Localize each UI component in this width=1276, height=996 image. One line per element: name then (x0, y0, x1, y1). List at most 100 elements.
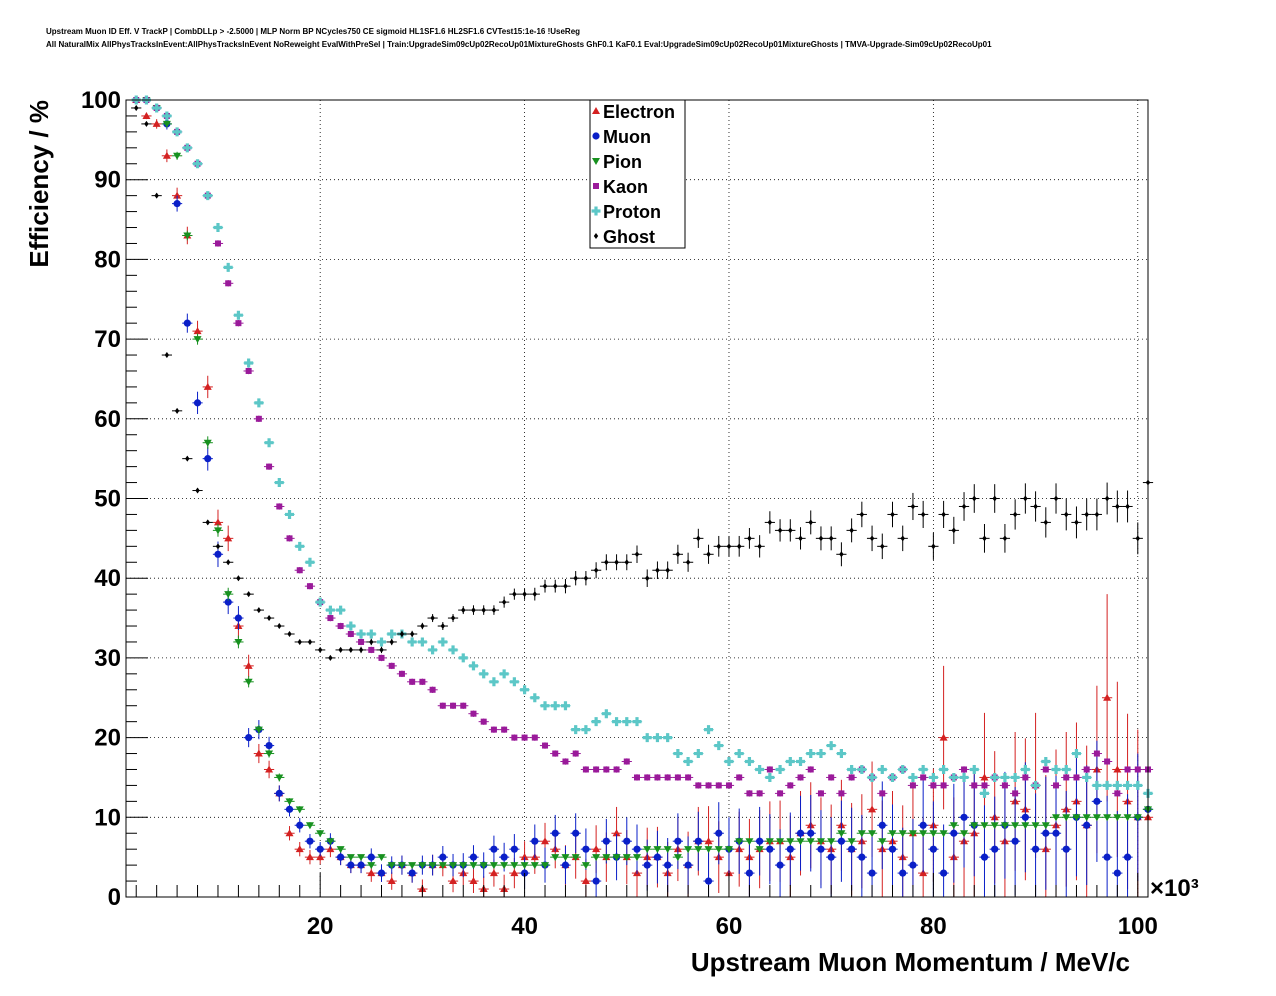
ghost-point (287, 630, 292, 637)
proton-point (1133, 780, 1143, 790)
proton-point (264, 438, 274, 448)
kaon-point (685, 774, 692, 781)
kaon-point (623, 758, 630, 765)
ghost-point (542, 583, 548, 590)
kaon-point (766, 766, 773, 773)
ghost-point (1012, 511, 1018, 518)
muon-point (551, 829, 559, 837)
electron-point (316, 853, 325, 861)
ghost-point (266, 615, 272, 622)
ghost-point (573, 575, 578, 582)
pion-point (316, 830, 325, 838)
legend-label-pion: Pion (603, 152, 642, 172)
ghost-point (828, 535, 834, 542)
pion-point (1021, 822, 1030, 830)
proton-point (908, 772, 918, 782)
kaon-point (909, 782, 916, 789)
pion-point (714, 846, 723, 854)
kaon-point (848, 774, 855, 781)
ghost-point (215, 543, 221, 550)
proton-point (1010, 772, 1020, 782)
proton-point (622, 717, 632, 727)
proton-point (274, 478, 284, 488)
pion-point (898, 830, 907, 838)
muon-point (827, 853, 835, 861)
muon-point (214, 550, 222, 558)
legend-label-proton: Proton (603, 202, 661, 222)
ghost-point (808, 519, 813, 526)
legend-item-electron: Electron (592, 102, 675, 122)
ghost-point (818, 535, 824, 542)
muon-point (807, 829, 815, 837)
kaon-point (961, 766, 968, 773)
legend-marker-muon (592, 132, 600, 140)
kaon-point (388, 662, 395, 669)
proton-point (642, 733, 652, 743)
proton-point (377, 637, 386, 647)
muon-point (664, 861, 672, 869)
electron-point (295, 845, 304, 853)
ghost-point (716, 543, 721, 550)
proton-point (203, 191, 213, 201)
muon-point (1113, 869, 1121, 877)
electron-point (203, 382, 212, 390)
legend-marker-ghost (593, 233, 599, 239)
electron-point (612, 829, 621, 837)
proton-point (223, 262, 233, 272)
kaon-point (490, 726, 497, 733)
proton-point (346, 621, 356, 631)
pion-point (510, 862, 519, 870)
kaon-point (286, 535, 293, 542)
muon-point (623, 837, 631, 845)
kaon-point (214, 240, 221, 247)
muon-point (756, 837, 764, 845)
y-tick-label: 10 (94, 804, 121, 831)
proton-point (632, 717, 642, 727)
muon-point (786, 845, 794, 853)
pion-point (1123, 814, 1132, 822)
pion-point (776, 838, 785, 846)
ghost-point (839, 551, 844, 558)
ghost-point (1002, 535, 1008, 542)
proton-point (417, 637, 427, 647)
pion-point (377, 854, 386, 862)
ghost-point (134, 104, 139, 111)
proton-point (724, 757, 734, 767)
ghost-point (1064, 511, 1069, 518)
ghost-point (614, 559, 619, 566)
kaon-point (337, 623, 344, 630)
electron-point (285, 829, 294, 837)
muon-point (929, 845, 937, 853)
kaon-point (787, 782, 794, 789)
muon-point (633, 845, 641, 853)
kaon-point (756, 790, 763, 797)
electron-point (254, 749, 263, 757)
pion-point (1133, 814, 1142, 822)
pion-point (796, 838, 805, 846)
proton-point (796, 757, 806, 767)
muon-point (817, 845, 825, 853)
y-tick-label: 80 (94, 246, 121, 273)
ghost-point (696, 535, 701, 542)
muon-point (183, 319, 191, 327)
pion-point (1052, 814, 1061, 822)
ghost-point (992, 495, 997, 502)
electron-point (152, 119, 161, 127)
kaon-point (981, 782, 988, 789)
muon-point (1042, 829, 1050, 837)
muon-point (684, 861, 692, 869)
ghost-point (900, 535, 905, 542)
legend-marker-electron (592, 107, 600, 114)
ghost-point (767, 519, 773, 526)
pion-point (244, 678, 253, 686)
ghost-point (532, 591, 537, 598)
pion-point (459, 862, 468, 870)
kaon-point (807, 766, 814, 773)
muon-point (296, 821, 304, 829)
pion-point (735, 838, 744, 846)
proton-point (244, 358, 254, 368)
legend-marker-proton (591, 206, 601, 216)
proton-point (356, 629, 366, 639)
proton-point (254, 398, 264, 408)
kaon-point (736, 774, 743, 781)
